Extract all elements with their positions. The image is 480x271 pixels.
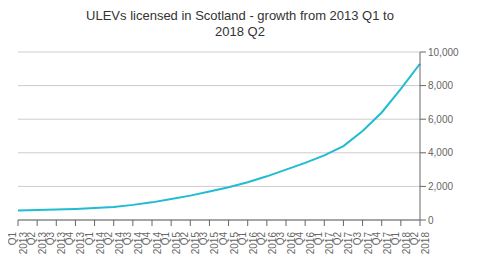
html-text:2018: 2018 bbox=[400, 232, 412, 255]
html-text:2014: 2014 bbox=[94, 232, 106, 255]
html-text:2016: 2016 bbox=[305, 232, 317, 255]
html-text:Q3: Q3 bbox=[198, 232, 210, 246]
html-text:Q4: Q4 bbox=[141, 232, 152, 246]
html-text:2017: 2017 bbox=[362, 232, 374, 255]
html-text:2017: 2017 bbox=[343, 232, 355, 255]
html-text:Q1: Q1 bbox=[83, 232, 95, 246]
html-text:2015: 2015 bbox=[228, 232, 240, 255]
html-text:ULEVs licensed in Scotland - g: ULEVs licensed in Scotland - growth from… bbox=[86, 8, 394, 23]
html-text:Q3: Q3 bbox=[275, 232, 286, 246]
html-text:Q1: Q1 bbox=[389, 232, 401, 246]
svg-text:0: 0 bbox=[428, 215, 434, 226]
svg-text:10,000: 10,000 bbox=[428, 47, 459, 58]
html-text:2015: 2015 bbox=[171, 232, 183, 255]
html-text:2014: 2014 bbox=[132, 232, 144, 255]
html-text:2016: 2016 bbox=[247, 232, 259, 255]
html-text:2016: 2016 bbox=[286, 232, 297, 255]
html-text:2013: 2013 bbox=[56, 232, 68, 255]
html-text:Q3: Q3 bbox=[121, 232, 133, 246]
html-text:Q1: Q1 bbox=[313, 232, 325, 246]
html-text:Q2: Q2 bbox=[26, 232, 38, 246]
html-text:2013: 2013 bbox=[37, 232, 49, 255]
html-text:Q3: Q3 bbox=[351, 232, 363, 246]
svg-text:2,000: 2,000 bbox=[428, 181, 453, 192]
html-text:Q2: Q2 bbox=[332, 232, 344, 246]
html-text:Q4: Q4 bbox=[64, 232, 76, 246]
html-text:Q2: Q2 bbox=[255, 232, 267, 246]
html-text:Q2: Q2 bbox=[102, 232, 114, 246]
svg-text:Q22018: Q22018 bbox=[409, 232, 431, 255]
html-text:2017: 2017 bbox=[381, 232, 393, 255]
svg-text:6,000: 6,000 bbox=[428, 114, 453, 125]
html-text:Q2: Q2 bbox=[179, 232, 191, 246]
svg-text:8,000: 8,000 bbox=[428, 80, 453, 91]
html-text:2014: 2014 bbox=[152, 232, 163, 255]
html-text:Q4: Q4 bbox=[370, 232, 382, 246]
html-text:2016: 2016 bbox=[266, 232, 278, 255]
html-text:2013: 2013 bbox=[18, 232, 29, 255]
html-text:2017: 2017 bbox=[324, 232, 336, 255]
html-text:Q1: Q1 bbox=[236, 232, 248, 246]
html-text:2014: 2014 bbox=[113, 232, 125, 255]
html-text:Q4: Q4 bbox=[294, 232, 306, 246]
html-text:Q1: Q1 bbox=[7, 232, 18, 246]
html-text:Q3: Q3 bbox=[45, 232, 57, 246]
html-text:2015: 2015 bbox=[209, 232, 221, 255]
html-text:2018 Q2: 2018 Q2 bbox=[215, 24, 265, 39]
html-text:2013: 2013 bbox=[75, 232, 87, 255]
html-text:Q4: Q4 bbox=[217, 232, 229, 246]
svg-text:4,000: 4,000 bbox=[428, 147, 453, 158]
html-text:Q1: Q1 bbox=[160, 232, 172, 246]
html-text:2015: 2015 bbox=[190, 232, 202, 255]
